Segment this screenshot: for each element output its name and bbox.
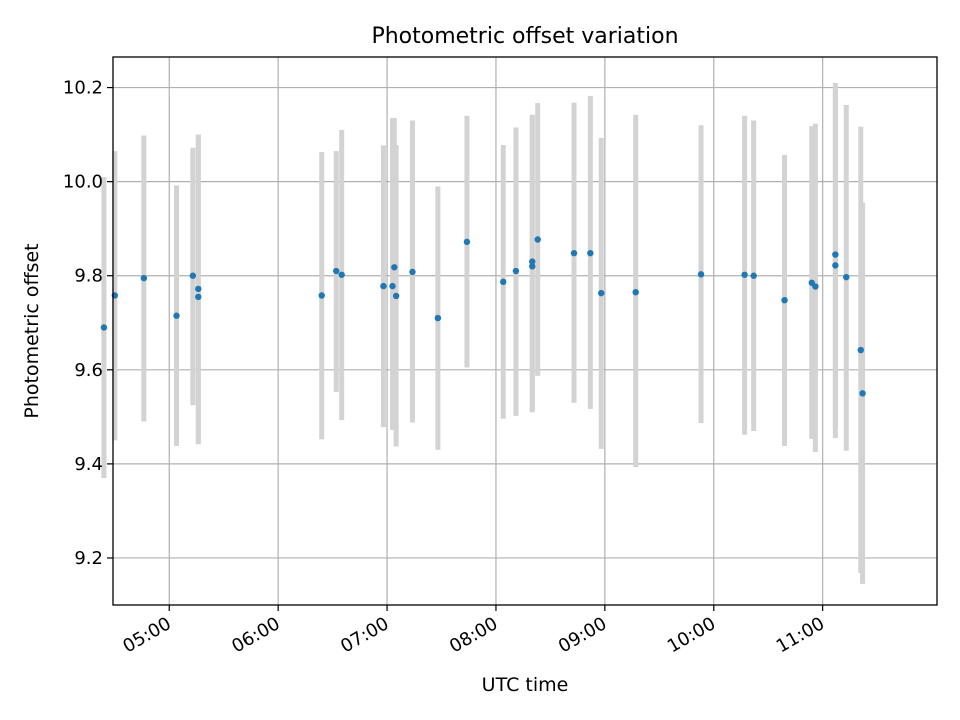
y-tick-label: 10.2 bbox=[63, 78, 103, 99]
data-point bbox=[529, 263, 536, 270]
data-point bbox=[140, 274, 148, 282]
data-point bbox=[500, 278, 507, 286]
data-point bbox=[380, 282, 387, 290]
x-axis-label: UTC time bbox=[482, 674, 569, 696]
data-point bbox=[512, 267, 520, 275]
data-point bbox=[832, 262, 839, 269]
data-point bbox=[189, 272, 197, 279]
data-point bbox=[195, 285, 202, 293]
data-point bbox=[333, 267, 340, 275]
data-point bbox=[859, 390, 866, 397]
x-tick-label: 07:00 bbox=[337, 613, 392, 657]
chart-title: Photometric offset variation bbox=[371, 24, 678, 49]
data-point bbox=[392, 292, 400, 300]
y-tick-label: 9.2 bbox=[74, 548, 103, 569]
data-point bbox=[529, 258, 536, 265]
data-point bbox=[741, 271, 748, 278]
data-point bbox=[781, 296, 788, 304]
data-point bbox=[195, 293, 202, 301]
data-point bbox=[697, 271, 705, 278]
data-point bbox=[100, 324, 108, 331]
data-point bbox=[832, 251, 839, 258]
x-tick-label: 10:00 bbox=[664, 613, 719, 657]
x-tick-label: 11:00 bbox=[773, 613, 828, 657]
data-point bbox=[843, 273, 850, 281]
data-point bbox=[587, 249, 594, 257]
y-tick-label: 9.8 bbox=[74, 266, 103, 287]
data-point bbox=[570, 249, 578, 257]
data-point bbox=[463, 238, 471, 246]
y-axis-label: Photometric offset bbox=[21, 243, 43, 418]
data-point bbox=[338, 271, 345, 278]
y-tick-label: 9.6 bbox=[74, 360, 103, 381]
data-point bbox=[750, 272, 757, 279]
data-point bbox=[434, 314, 442, 322]
data-point bbox=[857, 346, 864, 354]
error-bar-layer bbox=[101, 82, 866, 584]
y-tick-label: 10.0 bbox=[63, 172, 103, 193]
y-tick-label: 9.4 bbox=[74, 454, 103, 475]
data-point bbox=[389, 282, 396, 290]
data-point bbox=[598, 289, 605, 297]
data-point bbox=[409, 268, 416, 276]
data-point bbox=[318, 292, 325, 299]
x-tick-label: 08:00 bbox=[446, 613, 501, 657]
data-point-layer bbox=[100, 236, 866, 397]
data-point bbox=[173, 312, 180, 319]
data-point bbox=[632, 288, 639, 296]
data-point bbox=[391, 264, 398, 271]
plot-frame bbox=[112, 56, 938, 606]
x-tick-label: 09:00 bbox=[555, 613, 610, 657]
data-point bbox=[812, 283, 819, 290]
data-point bbox=[534, 236, 541, 243]
x-tick-label: 06:00 bbox=[228, 613, 283, 657]
grid-layer bbox=[113, 57, 937, 605]
x-tick-label: 05:00 bbox=[119, 613, 174, 657]
